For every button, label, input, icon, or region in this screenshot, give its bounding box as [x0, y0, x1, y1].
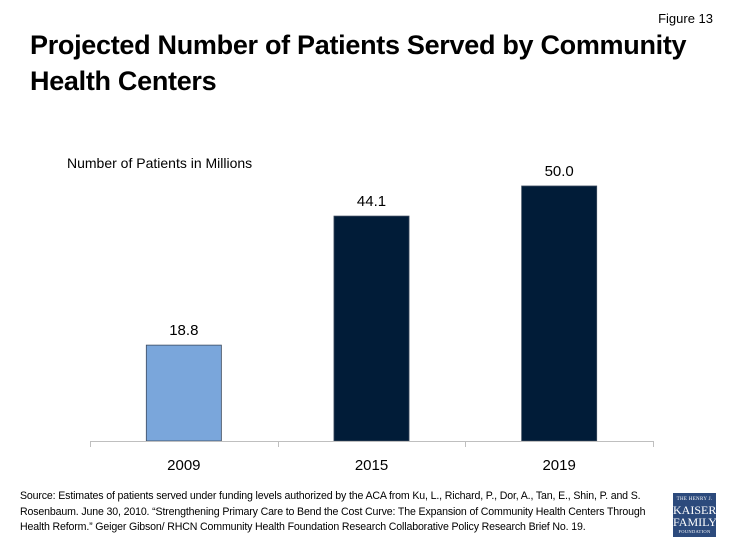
x-tick-label-2019: 2019 [542, 457, 575, 474]
data-label-2019: 50.0 [545, 163, 574, 180]
figure-label: Figure 13 [658, 11, 713, 26]
bar-2019 [521, 185, 598, 442]
bars-group [145, 185, 598, 442]
x-tick-label-2009: 2009 [167, 457, 200, 474]
logo-line-3: FAMILY [673, 515, 717, 529]
data-labels: 18.8 44.1 50.0 [169, 163, 574, 339]
y-axis-label: Number of Patients in Millions [67, 155, 253, 171]
logo-line-2: KAISER [673, 503, 717, 517]
logo-line-1: THE HENRY J. [676, 497, 713, 502]
data-label-2015: 44.1 [357, 193, 386, 210]
bar-2015 [333, 215, 410, 442]
x-tick-label-2015: 2015 [355, 457, 388, 474]
data-label-2009: 18.8 [169, 322, 198, 339]
bar-2009 [145, 344, 222, 442]
x-axis: 2009 2015 2019 [90, 441, 654, 474]
kaiser-family-foundation-logo: THE HENRY J. KAISER FAMILY FOUNDATION [673, 493, 717, 537]
logo-line-4: FOUNDATION [678, 529, 711, 534]
chart-title: Projected Number of Patients Served by C… [30, 30, 687, 96]
source-note: Source: Estimates of patients served und… [20, 490, 646, 533]
